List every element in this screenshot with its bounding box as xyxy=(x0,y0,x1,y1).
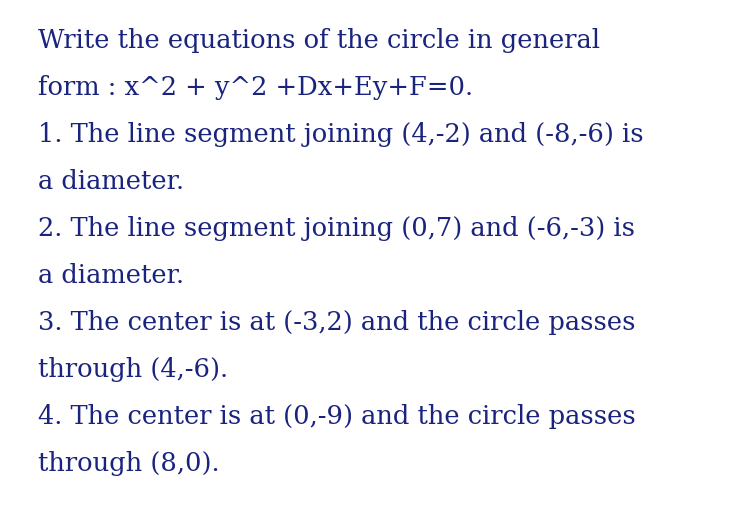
Text: a diameter.: a diameter. xyxy=(38,263,184,288)
Text: form : x^2 + y^2 +Dx+Ey+F=0.: form : x^2 + y^2 +Dx+Ey+F=0. xyxy=(38,75,473,100)
Text: through (4,-6).: through (4,-6). xyxy=(38,357,228,382)
Text: 4. The center is at (0,-9) and the circle passes: 4. The center is at (0,-9) and the circl… xyxy=(38,404,636,429)
Text: 2. The line segment joining (0,7) and (-6,-3) is: 2. The line segment joining (0,7) and (-… xyxy=(38,216,635,241)
Text: 1. The line segment joining (4,-2) and (-8,-6) is: 1. The line segment joining (4,-2) and (… xyxy=(38,122,644,147)
Text: Write the equations of the circle in general: Write the equations of the circle in gen… xyxy=(38,28,600,53)
Text: 3. The center is at (-3,2) and the circle passes: 3. The center is at (-3,2) and the circl… xyxy=(38,310,635,335)
Text: a diameter.: a diameter. xyxy=(38,169,184,194)
Text: through (8,0).: through (8,0). xyxy=(38,451,220,476)
